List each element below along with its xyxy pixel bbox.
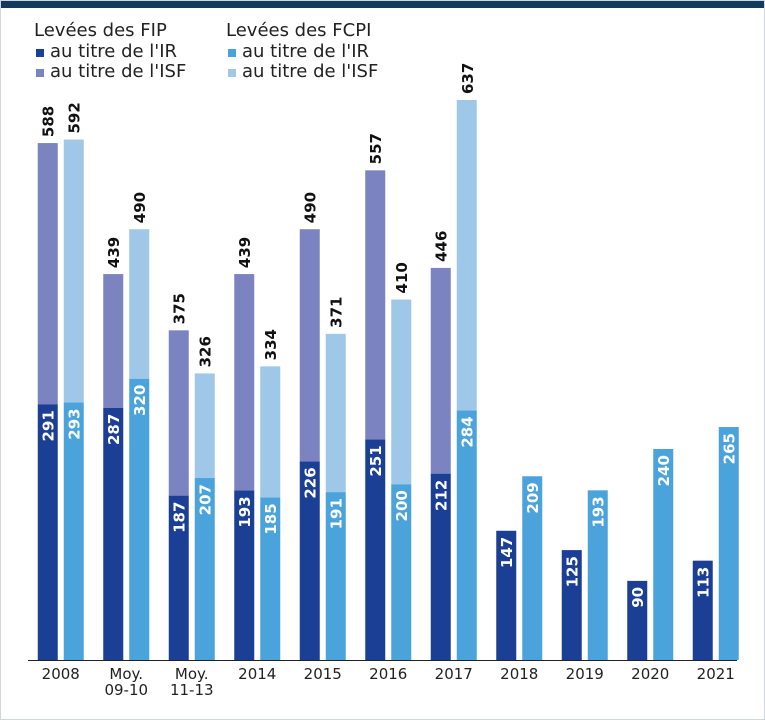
value-label: 193 — [236, 496, 254, 527]
legend-title: Levées des FIP — [34, 20, 167, 41]
value-label: 125 — [564, 556, 582, 587]
value-label: 240 — [655, 455, 673, 486]
legend-swatch — [228, 69, 236, 77]
bar-segment — [260, 366, 281, 498]
bar-segment — [63, 402, 84, 660]
legend-title: Levées des FCPI — [226, 20, 371, 41]
x-tick-label: 2021 — [696, 665, 735, 683]
bar-segment — [456, 410, 477, 660]
bar-segment — [561, 550, 582, 660]
value-label: 207 — [197, 484, 215, 515]
x-tick-label: 2008 — [41, 665, 80, 683]
value-label: 284 — [459, 416, 477, 447]
value-label: 212 — [433, 480, 451, 511]
bar-segment — [718, 427, 739, 660]
total-label: 490 — [302, 192, 320, 223]
value-label: 320 — [131, 385, 149, 416]
bar-segment — [456, 100, 477, 411]
bar-segment — [653, 449, 674, 660]
bar-segment — [299, 229, 320, 462]
legend-swatch — [228, 49, 236, 57]
total-label: 490 — [131, 192, 149, 223]
bar-segment — [129, 378, 150, 660]
header-bar — [0, 0, 765, 8]
value-label: 187 — [171, 502, 189, 533]
legend-label: au titre de l'IR — [50, 41, 177, 62]
bar-segment — [63, 139, 84, 403]
bar-segment — [587, 490, 608, 660]
total-label: 592 — [66, 102, 84, 133]
x-tick-label: 2016 — [369, 665, 408, 683]
value-label: 291 — [40, 410, 58, 441]
value-label: 265 — [721, 433, 739, 464]
x-tick-label: 2015 — [303, 665, 342, 683]
bar-segment — [37, 143, 58, 405]
x-tick-label: 2019 — [565, 665, 604, 683]
bar-segment — [391, 484, 412, 660]
legend-swatch — [36, 69, 44, 77]
total-label: 588 — [40, 106, 58, 137]
total-label: 439 — [105, 237, 123, 268]
x-tick-label: 2014 — [238, 665, 277, 683]
bar-segment — [430, 473, 451, 660]
bar-segment — [168, 330, 189, 496]
value-label: 147 — [498, 537, 516, 568]
x-tick-label: Moy. 09-10 — [104, 665, 149, 699]
bar-segment — [194, 478, 215, 660]
bar-segment — [168, 495, 189, 660]
bar-segment — [365, 170, 386, 440]
x-tick-label: Moy. 11-13 — [169, 665, 214, 699]
value-label: 200 — [393, 490, 411, 521]
total-label: 375 — [171, 293, 189, 324]
bar-segment — [299, 461, 320, 660]
value-label: 191 — [328, 498, 346, 529]
value-label: 90 — [629, 587, 647, 608]
bar-segment — [430, 267, 451, 474]
bar-segment — [103, 274, 124, 408]
bar-segment — [522, 476, 543, 660]
total-label: 446 — [433, 231, 451, 262]
value-label: 113 — [695, 567, 713, 598]
x-tick-label: 2020 — [631, 665, 670, 683]
bar-segment — [129, 229, 150, 379]
total-label: 334 — [262, 329, 280, 360]
legend-label: au titre de l'ISF — [242, 61, 378, 82]
bar-segment — [325, 333, 346, 493]
x-tick-label: 2017 — [434, 665, 473, 683]
total-label: 371 — [328, 297, 346, 328]
value-label: 251 — [367, 445, 385, 476]
value-label: 287 — [105, 414, 123, 445]
bar-segment — [234, 490, 255, 660]
bar-segment — [627, 580, 648, 660]
total-label: 326 — [197, 336, 215, 367]
x-tick-label: 2018 — [500, 665, 539, 683]
value-label: 293 — [66, 408, 84, 439]
total-label: 637 — [459, 63, 477, 94]
value-label: 185 — [262, 503, 280, 534]
bar-segment — [234, 274, 255, 491]
bar-segment — [391, 299, 412, 485]
bar-segment — [325, 492, 346, 660]
bar-segment — [260, 497, 281, 660]
bar-segment — [103, 407, 124, 660]
legend-label: au titre de l'ISF — [50, 61, 186, 82]
total-label: 557 — [367, 133, 385, 164]
bar-segment — [194, 373, 215, 479]
legend-swatch — [36, 49, 44, 57]
value-label: 193 — [590, 496, 608, 527]
bar-segment — [496, 530, 517, 660]
bar-segment — [37, 404, 58, 660]
total-label: 410 — [393, 262, 411, 293]
bar-segment — [692, 560, 713, 660]
value-label: 209 — [524, 482, 542, 513]
total-label: 439 — [236, 237, 254, 268]
legend-label: au titre de l'IR — [242, 41, 369, 62]
value-label: 226 — [302, 467, 320, 498]
bar-segment — [365, 439, 386, 660]
